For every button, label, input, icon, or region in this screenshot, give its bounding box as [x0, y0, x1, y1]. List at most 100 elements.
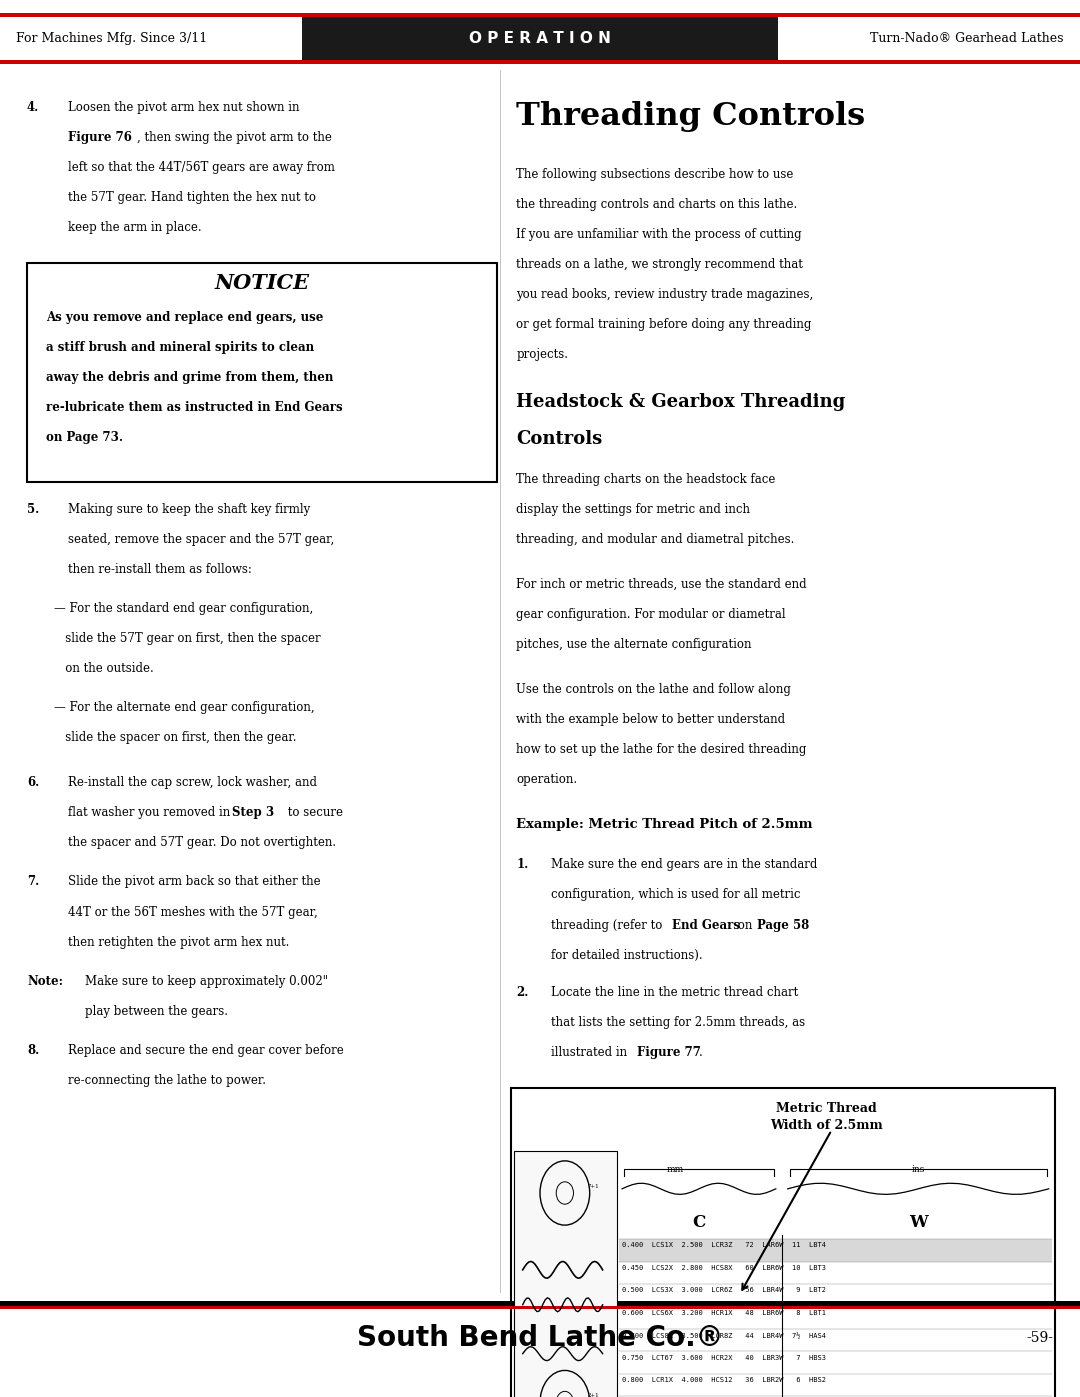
Text: you read books, review industry trade magazines,: you read books, review industry trade ma…: [516, 288, 813, 300]
Text: play between the gears.: play between the gears.: [85, 1004, 228, 1017]
Text: 2+1: 2+1: [588, 1393, 599, 1397]
Text: on Page 73.: on Page 73.: [46, 430, 123, 444]
Text: projects.: projects.: [516, 348, 568, 360]
Text: re-connecting the lathe to power.: re-connecting the lathe to power.: [68, 1074, 266, 1087]
Text: 8.: 8.: [27, 1044, 39, 1056]
Text: W: W: [909, 1214, 928, 1231]
Text: slide the 57T gear on first, then the spacer: slide the 57T gear on first, then the sp…: [54, 633, 321, 645]
Text: South Bend Lathe Co.®: South Bend Lathe Co.®: [356, 1323, 724, 1352]
Bar: [511, 1088, 1055, 1397]
Text: Step 3: Step 3: [232, 806, 274, 820]
Text: with the example below to better understand: with the example below to better underst…: [516, 712, 785, 726]
Bar: [0, 60, 1080, 64]
Bar: [0, 1306, 1080, 1309]
Text: how to set up the lathe for the desired threading: how to set up the lathe for the desired …: [516, 743, 807, 756]
Text: display the settings for metric and inch: display the settings for metric and inch: [516, 503, 751, 515]
Text: O P E R A T I O N: O P E R A T I O N: [469, 31, 611, 46]
Text: C: C: [692, 1214, 705, 1231]
Text: Loosen the pivot arm hex nut shown in: Loosen the pivot arm hex nut shown in: [68, 101, 299, 113]
Text: Page 58: Page 58: [757, 918, 809, 932]
Text: Width of 2.5mm: Width of 2.5mm: [770, 1119, 882, 1132]
Text: For Machines Mfg. Since 3/11: For Machines Mfg. Since 3/11: [16, 32, 207, 45]
Text: or get formal training before doing any threading: or get formal training before doing any …: [516, 317, 811, 331]
Text: ins: ins: [912, 1165, 924, 1173]
Text: Threading Controls: Threading Controls: [516, 101, 865, 131]
Text: 4.: 4.: [27, 101, 39, 113]
Text: for detailed instructions).: for detailed instructions).: [551, 949, 702, 961]
Text: threading (refer to: threading (refer to: [551, 918, 666, 932]
Text: — For the alternate end gear configuration,: — For the alternate end gear configurati…: [54, 701, 314, 714]
Text: Use the controls on the lathe and follow along: Use the controls on the lathe and follow…: [516, 683, 792, 696]
Text: Locate the line in the metric thread chart: Locate the line in the metric thread cha…: [551, 986, 798, 999]
Text: Replace and secure the end gear cover before: Replace and secure the end gear cover be…: [68, 1044, 343, 1056]
Text: keep the arm in place.: keep the arm in place.: [68, 221, 202, 233]
Text: 0.600  LCS6X  3.200  HCR1X   48  LBR6W   8  LBT1: 0.600 LCS6X 3.200 HCR1X 48 LBR6W 8 LBT1: [622, 1310, 826, 1316]
Text: As you remove and replace end gears, use: As you remove and replace end gears, use: [46, 310, 324, 324]
Text: threading, and modular and diametral pitches.: threading, and modular and diametral pit…: [516, 532, 795, 546]
Text: 5.: 5.: [27, 503, 39, 515]
Bar: [0, 1301, 1080, 1306]
Text: operation.: operation.: [516, 773, 578, 787]
Text: Making sure to keep the shaft key firmly: Making sure to keep the shaft key firmly: [68, 503, 310, 515]
Text: -59-: -59-: [1026, 1330, 1053, 1345]
Text: Headstock & Gearbox Threading: Headstock & Gearbox Threading: [516, 393, 846, 411]
Text: 0.450  LCS2X  2.800  HCS8X   60  LBR6W  10  LBT3: 0.450 LCS2X 2.800 HCS8X 60 LBR6W 10 LBT3: [622, 1264, 826, 1271]
Text: on the outside.: on the outside.: [54, 662, 153, 675]
Text: away the debris and grime from them, then: away the debris and grime from them, the…: [46, 370, 334, 384]
Text: For inch or metric threads, use the standard end: For inch or metric threads, use the stan…: [516, 577, 807, 591]
Text: Turn-Nado® Gearhead Lathes: Turn-Nado® Gearhead Lathes: [870, 32, 1064, 45]
Text: gear configuration. For modular or diametral: gear configuration. For modular or diame…: [516, 608, 786, 620]
Text: End Gears: End Gears: [672, 918, 740, 932]
Text: then retighten the pivot arm hex nut.: then retighten the pivot arm hex nut.: [68, 936, 289, 949]
Text: 2.: 2.: [516, 986, 528, 999]
Text: a stiff brush and mineral spirits to clean: a stiff brush and mineral spirits to cle…: [46, 341, 314, 353]
Bar: [619, 1239, 1052, 1261]
Text: then re-install them as follows:: then re-install them as follows:: [68, 563, 252, 576]
Text: 6.: 6.: [27, 777, 39, 789]
Text: on: on: [734, 918, 756, 932]
Text: Slide the pivot arm back so that either the: Slide the pivot arm back so that either …: [68, 876, 321, 888]
Text: Re-install the cap screw, lock washer, and: Re-install the cap screw, lock washer, a…: [68, 777, 318, 789]
Text: re-lubricate them as instructed in End Gears: re-lubricate them as instructed in End G…: [46, 401, 343, 414]
Text: Make sure the end gears are in the standard: Make sure the end gears are in the stand…: [551, 858, 818, 872]
Text: 0.800  LCR1X  4.000  HCS12   36  LBR2W   6  HBS2: 0.800 LCR1X 4.000 HCS12 36 LBR2W 6 HBS2: [622, 1377, 826, 1383]
Text: the spacer and 57T gear. Do not overtighten.: the spacer and 57T gear. Do not overtigh…: [68, 837, 336, 849]
Text: 1.: 1.: [516, 858, 528, 872]
Text: Make sure to keep approximately 0.002": Make sure to keep approximately 0.002": [85, 975, 328, 988]
Text: Figure 77: Figure 77: [637, 1046, 701, 1059]
Text: the 57T gear. Hand tighten the hex nut to: the 57T gear. Hand tighten the hex nut t…: [68, 190, 316, 204]
Text: 0.400  LCS1X  2.500  LCR3Z   72  LAR6W  11  LBT4: 0.400 LCS1X 2.500 LCR3Z 72 LAR6W 11 LBT4: [622, 1242, 826, 1249]
Text: seated, remove the spacer and the 57T gear,: seated, remove the spacer and the 57T ge…: [68, 534, 335, 546]
Text: 44T or the 56T meshes with the 57T gear,: 44T or the 56T meshes with the 57T gear,: [68, 905, 318, 919]
Text: — For the standard end gear configuration,: — For the standard end gear configuratio…: [54, 602, 313, 615]
Bar: [0, 13, 1080, 17]
Text: that lists the setting for 2.5mm threads, as: that lists the setting for 2.5mm threads…: [551, 1016, 805, 1030]
Text: Example: Metric Thread Pitch of 2.5mm: Example: Metric Thread Pitch of 2.5mm: [516, 817, 813, 831]
Text: 7.: 7.: [27, 876, 39, 888]
Text: flat washer you removed in: flat washer you removed in: [68, 806, 234, 820]
Text: left so that the 44T/56T gears are away from: left so that the 44T/56T gears are away …: [68, 161, 335, 173]
Text: , then swing the pivot arm to the: , then swing the pivot arm to the: [137, 130, 332, 144]
Text: .: .: [699, 1046, 702, 1059]
Text: If you are unfamiliar with the process of cutting: If you are unfamiliar with the process o…: [516, 228, 801, 240]
Text: pitches, use the alternate configuration: pitches, use the alternate configuration: [516, 637, 752, 651]
Text: threads on a lathe, we strongly recommend that: threads on a lathe, we strongly recommen…: [516, 257, 804, 271]
Text: mm: mm: [666, 1165, 684, 1173]
Text: the threading controls and charts on this lathe.: the threading controls and charts on thi…: [516, 198, 797, 211]
Text: 0.500  LCS3X  3.000  LCR6Z   56  LBR4W   9  LBT2: 0.500 LCS3X 3.000 LCR6Z 56 LBR4W 9 LBT2: [622, 1288, 826, 1294]
Text: Controls: Controls: [516, 430, 603, 448]
Text: The threading charts on the headstock face: The threading charts on the headstock fa…: [516, 472, 775, 486]
Text: 0.700  LCS8X  3.500  LCR8Z   44  LBR4W  7½  HAS4: 0.700 LCS8X 3.500 LCR8Z 44 LBR4W 7½ HAS4: [622, 1333, 826, 1338]
Bar: [514, 1151, 617, 1397]
Text: Note:: Note:: [27, 975, 63, 988]
Text: configuration, which is used for all metric: configuration, which is used for all met…: [551, 888, 800, 901]
Bar: [27, 263, 497, 482]
Text: illustrated in: illustrated in: [551, 1046, 631, 1059]
Text: 7+1: 7+1: [588, 1183, 599, 1189]
Text: Figure 76: Figure 76: [68, 130, 132, 144]
Text: to secure: to secure: [284, 806, 343, 820]
Bar: [302, 13, 778, 64]
Text: slide the spacer on first, then the gear.: slide the spacer on first, then the gear…: [54, 731, 297, 745]
Text: 0.750  LCT67  3.600  HCR2X   40  LBR3W   7  HBS3: 0.750 LCT67 3.600 HCR2X 40 LBR3W 7 HBS3: [622, 1355, 826, 1361]
Text: Metric Thread: Metric Thread: [775, 1102, 877, 1115]
